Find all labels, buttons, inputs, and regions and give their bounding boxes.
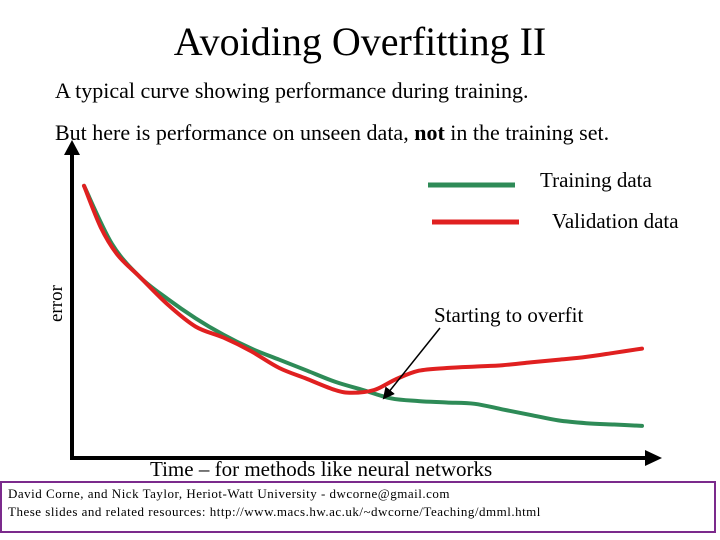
footer-resources: These slides and related resources: http… [8, 504, 541, 519]
legend-label-validation: Validation data [552, 209, 679, 233]
annotation-arrow [382, 327, 441, 400]
series-line-validation [82, 183, 644, 395]
caption-prefix: But here is performance on unseen data, [55, 120, 415, 145]
annotation-label: Starting to overfit [434, 303, 583, 327]
error-chart: error Time – for methods like neural net… [46, 140, 679, 480]
series-line-training [82, 183, 644, 428]
x-axis-label: Time – for methods like neural networks [150, 457, 492, 480]
caption-suffix: in the training set. [444, 120, 610, 145]
caption-line: But here is performance on unseen data, … [55, 120, 609, 146]
legend-label-training: Training data [540, 168, 652, 192]
footer: David Corne, and Nick Taylor, Heriot-Wat… [0, 481, 716, 533]
slide-title: Avoiding Overfitting II [173, 19, 547, 64]
y-axis-label: error [46, 284, 67, 322]
footer-credits: David Corne, and Nick Taylor, Heriot-Wat… [8, 486, 451, 501]
caption-bold: not [414, 120, 445, 145]
subtitle: A typical curve showing performance duri… [55, 78, 529, 103]
x-axis-arrow-icon [645, 450, 662, 466]
y-axis-arrow-icon [64, 140, 80, 155]
